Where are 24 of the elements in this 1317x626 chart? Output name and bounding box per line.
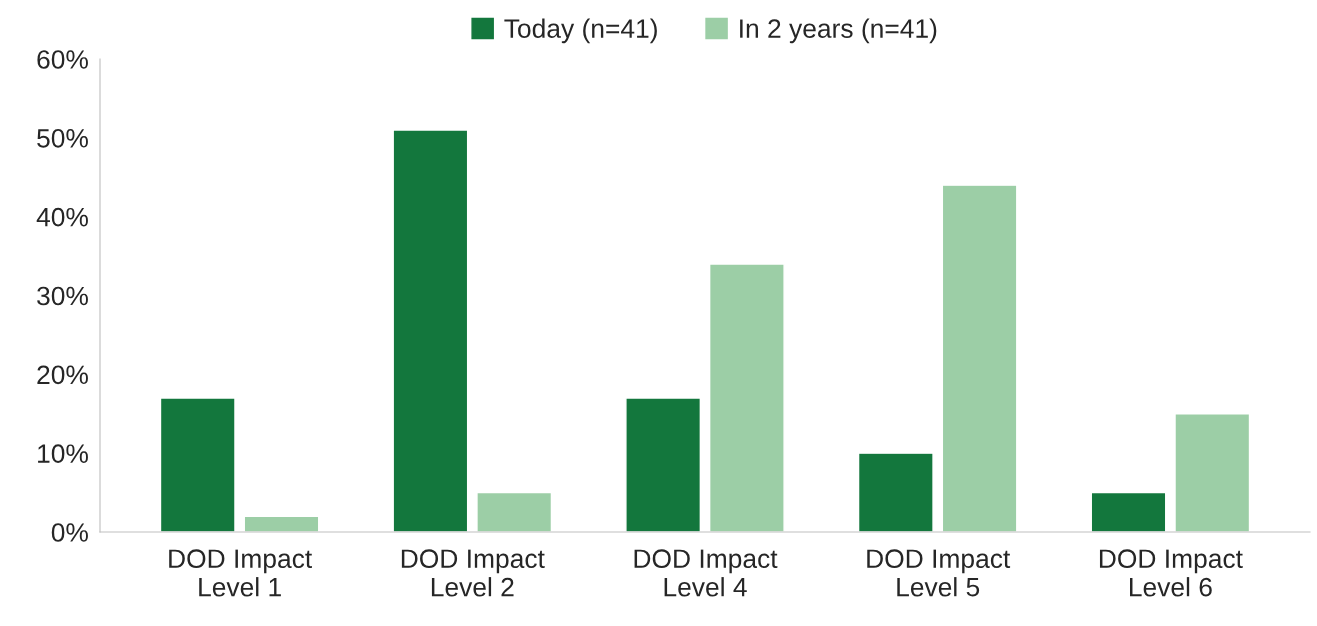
y-tick-label: 60%: [37, 50, 88, 69]
bar: [941, 184, 1018, 532]
bar: [476, 491, 553, 532]
y-tick-label: 50%: [37, 128, 88, 148]
y-tick-label: 20%: [37, 365, 88, 385]
bar: [1090, 491, 1167, 532]
x-tick-label: DOD Impact Level 1: [169, 549, 313, 597]
y-tick-label: 10%: [38, 444, 88, 463]
y-tick-label: 30%: [37, 286, 88, 306]
x-tick-label: DOD Impact Level 5: [867, 549, 1011, 597]
bar: [243, 515, 320, 532]
x-tick-label: DOD Impact Level 6: [1099, 549, 1243, 597]
bar: [1174, 413, 1251, 532]
y-tick-label: 0%: [51, 523, 88, 542]
x-tick-label: DOD Impact Level 2: [401, 549, 545, 597]
legend-label: In 2 years (n=41): [740, 18, 937, 44]
bar: [857, 452, 934, 532]
bar: [708, 263, 785, 532]
bar: [625, 397, 702, 532]
y-tick-label: 40%: [36, 207, 88, 227]
bar: [392, 129, 469, 532]
x-tick-label: DOD Impact Level 4: [634, 549, 778, 597]
bar: [159, 397, 236, 532]
legend-label: Today (n=41): [504, 18, 657, 44]
